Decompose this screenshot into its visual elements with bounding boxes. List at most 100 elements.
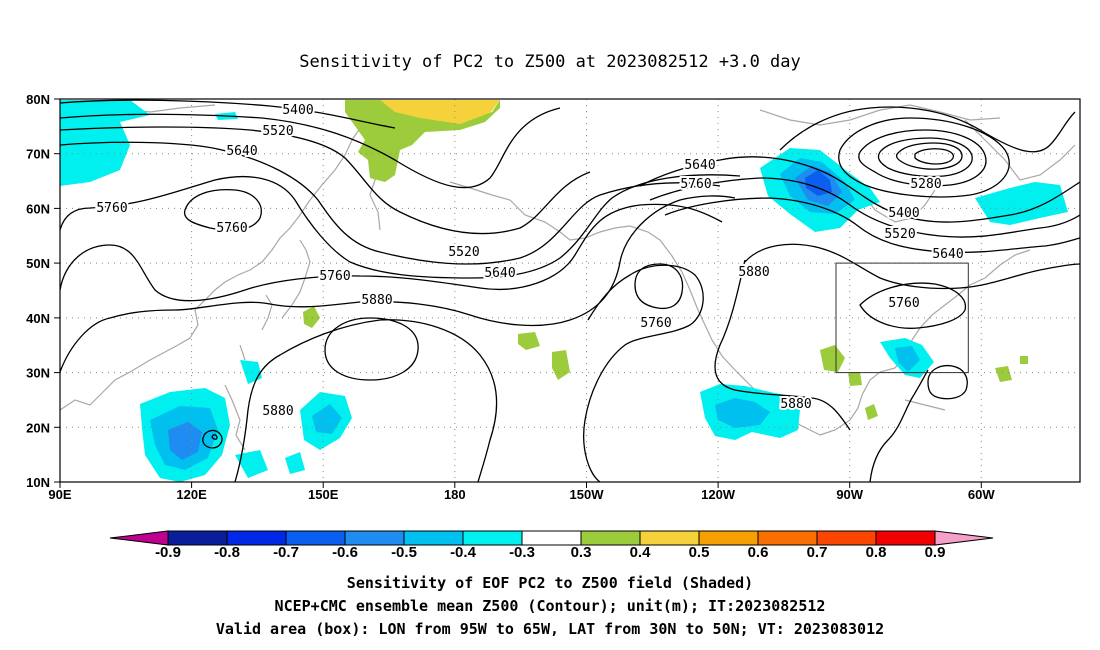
lat-label: 30N: [26, 366, 50, 381]
coastline-hudson: [859, 189, 936, 223]
colorbar-label: -0.5: [391, 544, 417, 561]
contour-label: 5400: [888, 206, 919, 221]
contour-label: 5280: [910, 177, 941, 192]
contour-line: [60, 174, 741, 279]
contour-label: 5760: [216, 221, 247, 236]
contour-line: [714, 259, 851, 431]
colorbar-segment: [757, 530, 818, 546]
map-background: [60, 99, 1080, 482]
coastline-mexico: [819, 367, 896, 436]
contour-line: [60, 141, 721, 265]
colorbar-segment: [521, 530, 582, 546]
colorbar-segment: [167, 530, 228, 546]
contour-label: 5880: [262, 404, 293, 419]
contour-line: [744, 243, 1080, 290]
contour-line: [60, 99, 396, 129]
coastline-asia: [60, 102, 399, 411]
colorbar-label: 0.8: [866, 544, 887, 561]
lon-label: 120W: [701, 487, 736, 502]
colorbar-segment: [285, 530, 346, 546]
coastline-greenland: [964, 119, 1076, 181]
contour-label: 5400: [282, 103, 313, 118]
coastline-alaska: [449, 181, 661, 241]
shade-green-gulf: [820, 345, 845, 372]
lon-label: 150W: [570, 487, 605, 502]
shade-green-caribbean: [865, 404, 878, 420]
contour-line: [211, 434, 218, 440]
lat-label: 40N: [26, 311, 50, 326]
colorbar-label: 0.3: [571, 544, 592, 561]
colorbar-segment: [462, 530, 523, 546]
colorbar-label: -0.3: [509, 544, 535, 561]
contour-label: 5520: [262, 124, 293, 139]
colorbar-label: -0.9: [155, 544, 181, 561]
contour-line: [60, 126, 591, 235]
colorbar-label: 0.6: [748, 544, 769, 561]
longitude-labels: 90E 120E 150E 180 150W 120W 90W 60W: [48, 487, 995, 502]
lat-label: 80N: [26, 92, 50, 107]
valid-area-box: [835, 262, 969, 374]
shade-green-japan: [303, 306, 320, 328]
shade-lightblue-spot1: [312, 404, 342, 434]
coastline-arctic: [759, 104, 1001, 126]
contour-line: [234, 319, 498, 482]
axis-ticks: [54, 98, 982, 488]
lon-label: 150E: [308, 487, 339, 502]
contour-line: [927, 364, 968, 400]
caption-line-1: Sensitivity of EOF PC2 to Z500 field (Sh…: [347, 574, 753, 592]
z500-contours: [60, 99, 1080, 482]
contour-label: 5640: [226, 144, 257, 159]
colorbar-segment: [403, 530, 464, 546]
colorbar-label: 0.4: [630, 544, 652, 561]
contour-line: [869, 369, 929, 482]
contour-label: 5880: [780, 397, 811, 412]
contour-label: 5520: [448, 245, 479, 260]
shade-green-pac1: [518, 332, 540, 350]
contour-line: [649, 177, 1080, 238]
colorbar-arrow-max: [934, 530, 994, 546]
lon-label: 180: [444, 487, 466, 502]
colorbar-segment: [698, 530, 759, 546]
colorbar-label: -0.4: [450, 544, 477, 561]
shade-darkblue-center: [805, 170, 832, 196]
colorbar-arrow-min: [109, 530, 169, 546]
contour-line: [60, 107, 561, 189]
contour-line: [838, 117, 1010, 198]
contour-label: 5640: [932, 247, 963, 262]
lat-label: 70N: [26, 147, 50, 162]
colorbar-labels: -0.9 -0.8 -0.7 -0.6 -0.5 -0.4 -0.3 0.3 0…: [155, 544, 945, 561]
contour-label: 5520: [884, 227, 915, 242]
lon-label: 90W: [836, 487, 863, 502]
colorbar-label: 0.7: [807, 544, 828, 561]
shade-green-pac2: [552, 350, 570, 380]
contour-label: 5760: [640, 316, 671, 331]
contour-label: 5760: [319, 269, 350, 284]
contour-label: 5760: [888, 296, 919, 311]
coastline-taiwan-phil: [224, 344, 246, 451]
contour-line: [60, 203, 723, 302]
contour-line: [664, 197, 1080, 254]
contour-label: 5760: [96, 201, 127, 216]
figure-title: Sensitivity of PC2 to Z500 at 2023082512…: [299, 52, 801, 72]
colorbar-segment: [226, 530, 287, 546]
colorbar-label: -0.8: [214, 544, 240, 561]
contour-line: [914, 148, 955, 165]
contour-label: 5880: [738, 265, 769, 280]
shade-cyan-spot3: [235, 450, 268, 478]
colorbar-segment: [875, 530, 936, 546]
colorbar: [109, 530, 994, 546]
colorbar-label: 0.5: [689, 544, 710, 561]
contour-line: [877, 137, 973, 178]
caption-line-2: NCEP+CMC ensemble mean Z500 (Contour); u…: [275, 597, 826, 615]
contour-labels: 5400 5520 5640 5760 5760 5520 5640 5640 …: [94, 101, 965, 421]
colorbar-label: 0.9: [925, 544, 946, 561]
colorbar-label: -0.6: [332, 544, 358, 561]
shade-cyan-ne: [975, 182, 1068, 225]
contour-line: [60, 195, 736, 373]
lon-label: 120E: [176, 487, 207, 502]
shade-green-top: [345, 100, 500, 182]
shade-green-gulf2: [848, 372, 862, 386]
coastline-korea: [261, 294, 273, 331]
contour-line: [639, 156, 1080, 223]
